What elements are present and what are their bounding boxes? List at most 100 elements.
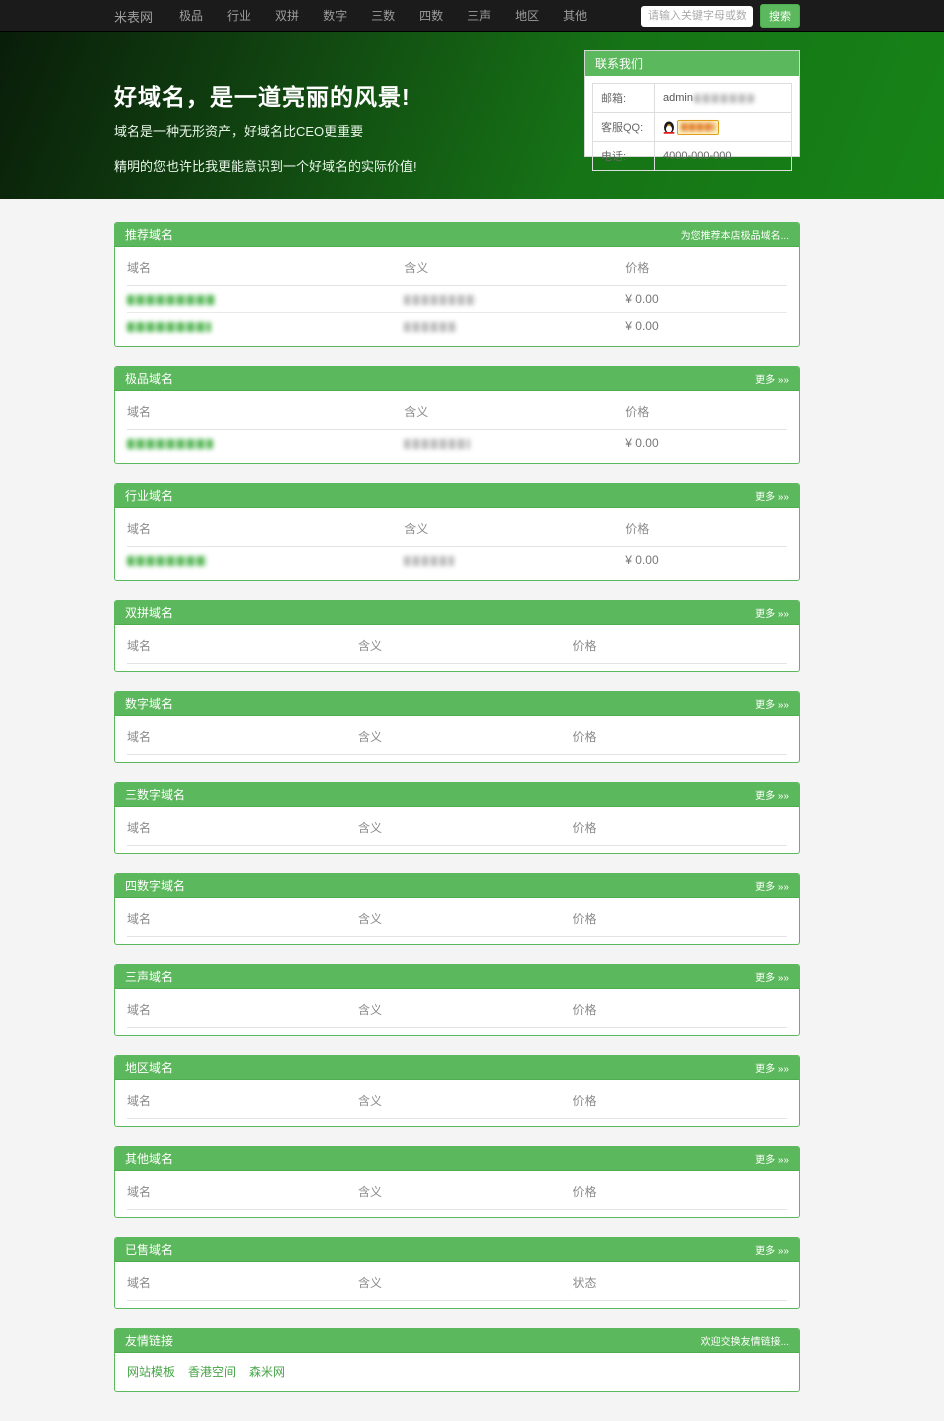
more-link[interactable]: 更多 »» [755,609,789,620]
nav-item-sansheng[interactable]: 三声 [467,9,492,23]
blurred-meaning [404,436,625,450]
column-header-meaning: 含义 [404,522,429,536]
column-header-meaning: 含义 [358,1003,383,1017]
blurred-domain-link[interactable] [127,436,404,450]
contact-row-phone: 电话: 4000-000-000 [592,141,792,171]
column-header-meaning: 含义 [358,821,383,835]
column-header-price: 价格 [625,522,650,536]
price-value: ¥ 0.00 [625,292,659,306]
more-link[interactable]: 更多 »» [755,973,789,984]
more-link[interactable]: 更多 »» [755,1246,789,1257]
section-side-note: 欢迎交换友情链接... [700,1337,789,1348]
email-value: admin [663,92,693,104]
column-header-meaning: 含义 [358,639,383,653]
table-header-row: 域名 含义 价格 [127,1080,787,1119]
section-title: 已售域名 [125,1243,174,1257]
section-title: 友情链接 [125,1334,174,1348]
friend-link-senmi[interactable]: 森米网 [249,1365,286,1379]
more-link[interactable]: 更多 »» [755,492,789,503]
more-link[interactable]: 更多 »» [755,882,789,893]
column-header-price: 价格 [572,639,597,653]
qq-chat-badge[interactable] [663,119,783,135]
qq-blurred-text [681,123,715,131]
nav-item-qita[interactable]: 其他 [563,9,588,23]
brand-link[interactable]: 米表网 [114,9,154,25]
more-link[interactable]: 更多 »» [755,375,789,386]
friend-link-hk-hosting[interactable]: 香港空间 [188,1365,237,1379]
section-title: 四数字域名 [125,879,186,893]
section-region-domains: 地区域名 更多 »» 域名 含义 价格 [114,1055,800,1127]
column-header-price: 价格 [625,405,650,419]
contact-panel-title: 联系我们 [585,51,799,76]
section-title: 三声域名 [125,970,174,984]
column-header-meaning: 含义 [404,405,429,419]
column-header-price: 价格 [572,1185,597,1199]
column-header-domain: 域名 [127,1276,152,1290]
blurred-meaning [404,319,625,333]
hero-banner: 好域名，是一道亮丽的风景! 域名是一种无形资产，好域名比CEO更重要 精明的您也… [0,32,944,199]
table-header-row: 域名 含义 价格 [127,898,787,937]
column-header-domain: 域名 [127,261,152,275]
blurred-meaning [404,553,625,567]
column-header-status: 状态 [572,1276,597,1290]
column-header-domain: 域名 [127,1094,152,1108]
price-value: ¥ 0.00 [625,553,659,567]
blurred-domain-link[interactable] [127,553,404,567]
nav-item-jipin[interactable]: 极品 [179,9,204,23]
search-button[interactable]: 搜索 [760,4,800,28]
qq-status-badge [677,119,719,135]
more-link[interactable]: 更多 »» [755,791,789,802]
nav-item-sanshu[interactable]: 三数 [371,9,396,23]
column-header-meaning: 含义 [358,1276,383,1290]
hero-subtitle: 域名是一种无形资产，好域名比CEO更重要 [114,124,364,139]
blurred-domain-link[interactable] [127,292,404,306]
section-title: 三数字域名 [125,788,186,802]
column-header-domain: 域名 [127,639,152,653]
qq-penguin-icon [663,121,675,134]
nav-item-sishu[interactable]: 四数 [419,9,444,23]
email-label: 邮箱: [592,83,655,113]
column-header-price: 价格 [572,821,597,835]
column-header-price: 价格 [572,1094,597,1108]
section-title: 地区域名 [125,1061,174,1075]
column-header-price: 价格 [572,730,597,744]
section-premium-domains: 极品域名 更多 »» 域名 含义 价格 ¥ 0.00 [114,366,800,464]
nav-item-diqu[interactable]: 地区 [515,9,540,23]
column-header-domain: 域名 [127,730,152,744]
table-header-row: 域名 含义 价格 [127,1171,787,1210]
column-header-domain: 域名 [127,1003,152,1017]
blurred-domain-link[interactable] [127,319,404,333]
section-title: 双拼域名 [125,606,174,620]
more-link[interactable]: 更多 »» [755,1155,789,1166]
column-header-domain: 域名 [127,522,152,536]
section-three-digit-domains: 三数字域名 更多 »» 域名 含义 价格 [114,782,800,854]
hero-tagline: 精明的您也许比我更能意识到一个好域名的实际价值! [114,159,417,174]
more-link[interactable]: 更多 »» [755,1064,789,1075]
column-header-domain: 域名 [127,912,152,926]
section-title: 行业域名 [125,489,174,503]
nav-item-hangye[interactable]: 行业 [227,9,252,23]
section-friend-links: 友情链接 欢迎交换友情链接... 网站模板 香港空间 森米网 [114,1328,800,1392]
more-link[interactable]: 更多 »» [755,700,789,711]
table-header-row: 域名 含义 价格 [127,508,787,547]
section-side-note[interactable]: 为您推荐本店极品域名... [680,231,789,242]
nav-item-shuzi[interactable]: 数字 [323,9,348,23]
friend-link-website-template[interactable]: 网站模板 [127,1365,176,1379]
table-row: ¥ 0.00 [127,547,787,573]
section-three-letter-domains: 三声域名 更多 »» 域名 含义 价格 [114,964,800,1036]
price-value: ¥ 0.00 [625,436,659,450]
table-header-row: 域名 含义 价格 [127,247,787,286]
search-input[interactable] [641,5,753,27]
phone-label: 电话: [592,141,655,171]
column-header-domain: 域名 [127,821,152,835]
top-navbar: 米表网 极品 行业 双拼 数字 三数 四数 三声 地区 其他 搜索 [0,0,944,32]
phone-value: 4000-000-000 [663,150,732,162]
section-industry-domains: 行业域名 更多 »» 域名 含义 价格 ¥ 0.00 [114,483,800,581]
nav-item-shuangpin[interactable]: 双拼 [275,9,300,23]
blurred-meaning [404,292,625,306]
table-header-row: 域名 含义 价格 [127,716,787,755]
qq-label: 客服QQ: [592,112,655,142]
section-pinyin-domains: 双拼域名 更多 »» 域名 含义 价格 [114,600,800,672]
section-title: 数字域名 [125,697,174,711]
column-header-price: 价格 [572,1003,597,1017]
